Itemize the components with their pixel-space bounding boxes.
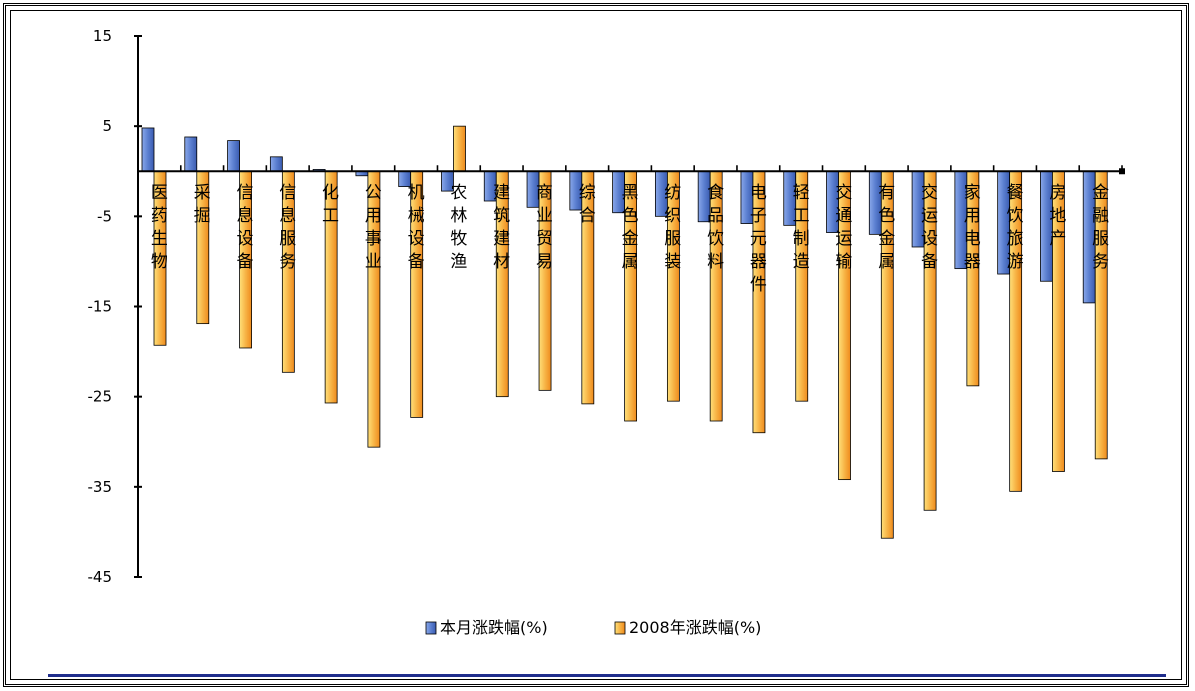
y-tick-label-2: 5 (102, 117, 112, 135)
category-label-9: 建筑建材 (493, 183, 510, 272)
category-label-10: 商业贸易 (536, 183, 553, 272)
bar-2008-8 (453, 125, 466, 172)
axes-layer: 15 5 -5 -15 -25 -35 -45 (88, 27, 1125, 586)
legend: 本月涨跌幅(%) 2008年涨跌幅(%) (425, 618, 761, 637)
bar-monthly-3 (227, 140, 240, 172)
bar-2008-18 (880, 170, 894, 539)
y-tick-label-6: -35 (88, 478, 113, 496)
category-label-21: 餐饮旅游 (1007, 183, 1024, 272)
category-label-6: 公用事业 (365, 183, 382, 272)
category-label-4: 信息服务 (279, 183, 296, 272)
bottom-rule (48, 674, 1166, 677)
category-label-7: 机械设备 (408, 183, 425, 272)
legend-label-2: 2008年涨跌幅(%) (629, 618, 761, 637)
category-label-11: 综合 (579, 183, 596, 226)
category-label-3: 信息设备 (236, 183, 253, 272)
y-tick-label-4: -15 (88, 298, 113, 316)
y-tick-label-5: -25 (88, 388, 113, 406)
category-label-15: 电子元器件 (750, 183, 767, 295)
category-label-13: 纺织服装 (664, 183, 681, 272)
legend-swatch-2 (614, 621, 626, 635)
category-label-1: 医药生物 (151, 183, 168, 272)
bar-monthly-2 (184, 136, 198, 172)
y-tick-label-7: -45 (88, 568, 113, 586)
category-label-5: 化工 (322, 183, 339, 226)
category-label-23: 金融服务 (1092, 183, 1109, 272)
category-label-22: 房地产 (1049, 183, 1066, 249)
category-label-8: 农林牧渔 (450, 183, 467, 272)
legend-label-1: 本月涨跌幅(%) (440, 618, 548, 637)
bar-monthly-1 (141, 127, 155, 172)
category-labels: 医药生物 采掘 信息设备 信息服务 化工 公用事业 机械设备 农林牧渔 建筑建材 商业贸易 综合黑色… (151, 183, 1109, 295)
category-label-2: 采掘 (194, 183, 211, 226)
category-label-17: 交通运输 (835, 183, 852, 272)
category-label-12: 黑色金属 (622, 183, 639, 272)
outer-frame (3, 3, 1189, 687)
inner-frame (10, 10, 1182, 680)
bar-monthly-4 (269, 156, 283, 172)
category-label-18: 有色金属 (878, 183, 895, 272)
bar-2008-20 (966, 170, 980, 387)
bar-2008-10 (538, 170, 552, 391)
y-tick-label-3: -5 (97, 207, 112, 225)
category-label-14: 食品饮料 (707, 183, 724, 272)
legend-swatch-1 (425, 621, 437, 635)
category-label-20: 家用电器 (964, 183, 981, 272)
y-tick-label-1: 15 (93, 27, 112, 45)
category-label-16: 轻工制造 (793, 183, 810, 272)
category-label-19: 交运设备 (921, 183, 938, 272)
